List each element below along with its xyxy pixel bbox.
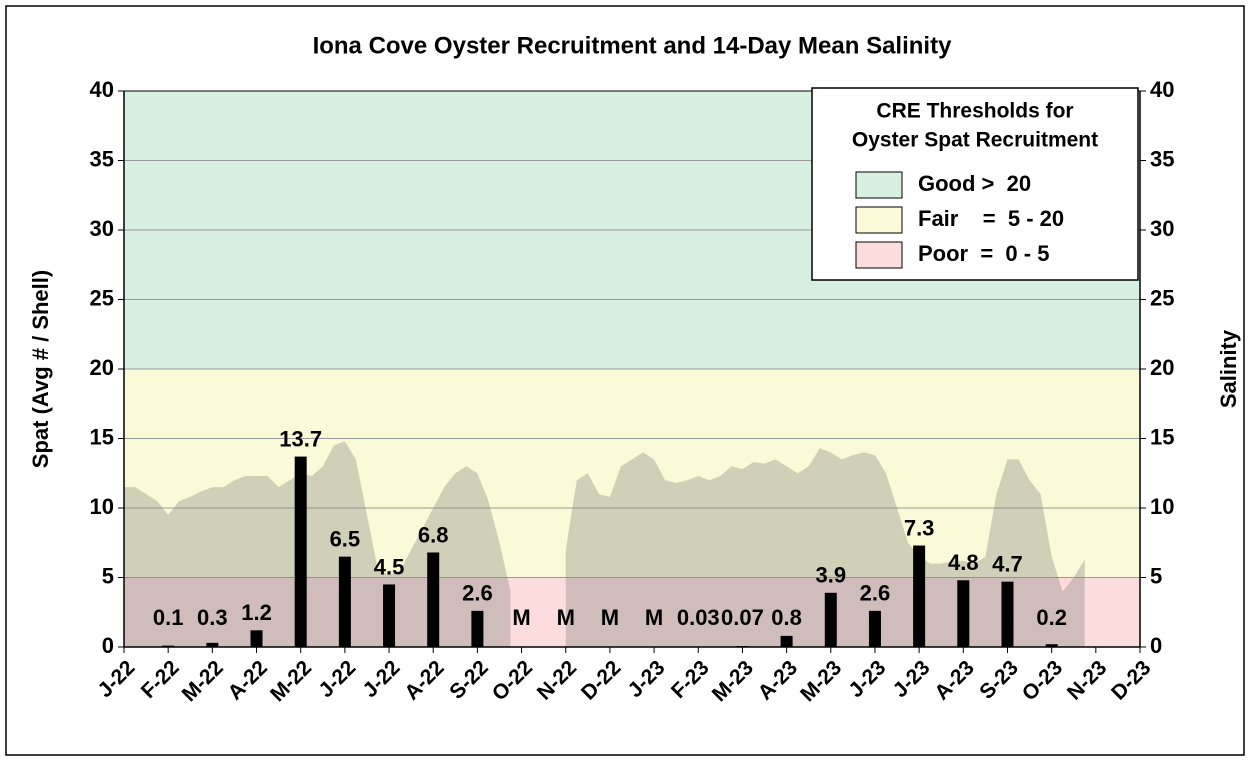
data-label: M [512, 605, 530, 630]
y-tick-label: 0 [102, 633, 114, 658]
data-label: 0.2 [1036, 605, 1067, 630]
data-label: 0.07 [721, 605, 764, 630]
y-tick-label: 25 [90, 285, 114, 310]
legend-swatch [855, 241, 903, 269]
y-tick-label: 10 [90, 494, 114, 519]
data-label: M [557, 605, 575, 630]
y2-tick-label: 40 [1150, 77, 1174, 102]
y2-tick-label: 0 [1150, 633, 1162, 658]
bar [383, 584, 396, 647]
y2-tick-label: 5 [1150, 563, 1162, 588]
bar [1045, 644, 1058, 647]
legend-swatch [855, 206, 903, 234]
bar [824, 592, 837, 647]
y-tick-label: 5 [102, 563, 114, 588]
y-axis-label: Spat (Avg # / Shell) [28, 270, 53, 468]
data-label: 0.03 [677, 605, 720, 630]
y-tick-label: 35 [90, 146, 114, 171]
y2-tick-label: 15 [1150, 424, 1174, 449]
data-label: 7.3 [904, 515, 935, 540]
y2-tick-label: 25 [1150, 285, 1174, 310]
salinity-area [124, 441, 511, 647]
y2-axis-label: Salinity [1216, 329, 1241, 408]
data-label: 4.8 [948, 550, 979, 575]
salinity-area [565, 448, 1085, 647]
bar [294, 456, 307, 647]
legend-label: Fair = 5 - 20 [918, 206, 1064, 231]
data-label: 3.9 [815, 563, 846, 588]
data-label: M [645, 605, 663, 630]
data-label: 6.8 [418, 522, 449, 547]
data-label: 2.6 [860, 581, 891, 606]
y2-tick-label: 30 [1150, 216, 1174, 241]
bar [736, 646, 749, 647]
bar [471, 610, 484, 647]
data-label: 1.2 [241, 600, 272, 625]
legend-title: Oyster Spat Recruitment [852, 129, 1098, 152]
y2-tick-label: 35 [1150, 146, 1174, 171]
bar [780, 635, 793, 647]
legend-label: Poor = 0 - 5 [918, 241, 1049, 266]
data-label: 4.5 [374, 554, 405, 579]
y2-tick-label: 20 [1150, 355, 1174, 380]
threshold-band [124, 369, 1140, 578]
data-label: 6.5 [330, 526, 361, 551]
legend-swatch [855, 171, 903, 199]
bar [427, 552, 440, 647]
data-label: 2.6 [462, 581, 493, 606]
data-label: 4.7 [992, 551, 1023, 576]
legend-label: Good > 20 [918, 171, 1031, 196]
data-label: 13.7 [279, 426, 322, 451]
bar [913, 545, 926, 647]
y-tick-label: 20 [90, 355, 114, 380]
y-tick-label: 30 [90, 216, 114, 241]
bar [338, 556, 351, 647]
legend: CRE Thresholds for Oyster Spat Recruitmen… [811, 87, 1139, 281]
bar [206, 642, 219, 647]
y2-tick-label: 10 [1150, 494, 1174, 519]
y-tick-label: 40 [90, 77, 114, 102]
bar [1001, 581, 1014, 647]
threshold-band [124, 577, 1140, 647]
bar [162, 645, 175, 647]
bar [250, 630, 263, 647]
data-label: 0.1 [153, 605, 184, 630]
data-label: 0.8 [771, 605, 802, 630]
chart-title: Iona Cove Oyster Recruitment and 14-Day … [313, 32, 953, 59]
y-tick-label: 15 [90, 424, 114, 449]
bar [868, 610, 881, 647]
data-label: 0.3 [197, 605, 228, 630]
bar [957, 580, 970, 647]
data-label: M [601, 605, 619, 630]
legend-title: CRE Thresholds for [876, 100, 1073, 123]
